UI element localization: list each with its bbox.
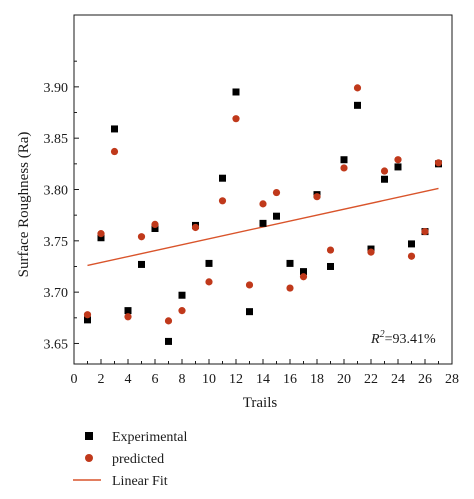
experimental-point (408, 240, 415, 248)
predicted-point (97, 230, 105, 238)
x-tick-label: 26 (418, 372, 432, 387)
experimental-point (97, 234, 105, 242)
predicted-point (110, 147, 119, 156)
linear-fit-line (87, 187, 439, 267)
experimental-point (165, 337, 172, 345)
predicted-point (245, 281, 254, 289)
predicted-point (151, 220, 159, 228)
axes (73, 14, 453, 365)
experimental-point (286, 259, 294, 267)
predicted-point (137, 233, 146, 241)
y-tick-label: 3.65 (44, 337, 69, 352)
x-tick-label: 10 (202, 372, 216, 387)
legend-label: predicted (112, 452, 164, 467)
predicted-point (272, 188, 281, 197)
legend-experimental-marker (85, 432, 93, 440)
experimental-point (340, 156, 348, 164)
y-tick-label: 3.70 (44, 286, 69, 301)
predicted-point (259, 200, 267, 208)
predicted-point (299, 273, 308, 281)
predicted-point (421, 227, 429, 236)
x-tick-label: 0 (71, 372, 78, 387)
predicted-point (124, 313, 132, 321)
y-tick-label: 3.90 (44, 81, 69, 96)
x-tick-label: 4 (125, 372, 132, 387)
predicted-point (83, 311, 92, 319)
y-axis-title: Surface Roughness (Ra) (16, 132, 32, 278)
experimental-point (178, 291, 186, 299)
experimental-point (84, 316, 91, 324)
x-tick-label: 2 (98, 372, 105, 387)
x-tick-label: 6 (152, 372, 159, 387)
predicted-point (205, 278, 213, 286)
experimental-point (394, 163, 402, 171)
predicted-point (380, 167, 389, 175)
experimental-point (327, 262, 334, 270)
x-tick-label: 18 (310, 372, 324, 387)
predicted-point (218, 197, 227, 205)
linear-fit-layer (87, 187, 439, 267)
predicted-point (434, 159, 443, 167)
experimental-point (124, 307, 132, 315)
predicted-point (367, 248, 375, 256)
experimental-point (232, 88, 240, 96)
r-squared-symbol: R (370, 332, 380, 347)
x-tick-label: 20 (337, 372, 351, 387)
x-axis-title: Trails (243, 395, 278, 411)
r-squared-annotation: R2=93.41% (370, 329, 436, 347)
experimental-point (354, 101, 361, 109)
experimental-point (246, 308, 253, 316)
r-squared-superscript: 2 (380, 329, 385, 340)
y-tick-label: 3.75 (44, 235, 69, 250)
x-tick-label: 22 (364, 372, 378, 387)
x-tick-label: 12 (229, 372, 243, 387)
x-tick-label: 8 (179, 372, 186, 387)
experimental-point (138, 260, 145, 268)
predicted-point (407, 252, 416, 260)
predicted-point (164, 317, 173, 325)
tick-labels: 0 2 4 6 8 10 12 14 16 18 20 22 24 26 283.653.703.753.8… (44, 81, 460, 387)
predicted-point (178, 307, 186, 315)
experimental-point (381, 175, 388, 183)
experimental-point (205, 259, 213, 267)
predicted-point (286, 284, 294, 292)
legend-predicted-marker (85, 454, 93, 462)
experimental-point (259, 219, 267, 227)
predicted-point (394, 156, 402, 164)
experimental-point (219, 174, 226, 182)
legend-label: Experimental (112, 430, 188, 445)
experimental-point (151, 225, 159, 233)
experimental-point (300, 268, 307, 276)
legend-label: Linear Fit (112, 474, 168, 489)
legend: Experimental predicted Linear Fit (73, 430, 188, 489)
experimental-point (273, 212, 280, 220)
predicted-point (353, 84, 362, 92)
y-tick-label: 3.80 (44, 184, 69, 199)
predicted-point (340, 164, 348, 172)
x-tick-label: 14 (256, 372, 270, 387)
predicted-point (191, 223, 200, 232)
data-points (83, 84, 443, 345)
y-tick-label: 3.85 (44, 132, 69, 147)
predicted-point (326, 246, 335, 254)
experimental-point (111, 125, 118, 133)
predicted-point (232, 115, 240, 123)
predicted-point (313, 193, 321, 201)
x-tick-label: 28 (445, 372, 459, 387)
x-tick-label: 24 (391, 372, 405, 387)
x-tick-label: 16 (283, 372, 297, 387)
r-squared-value: =93.41% (385, 332, 436, 347)
